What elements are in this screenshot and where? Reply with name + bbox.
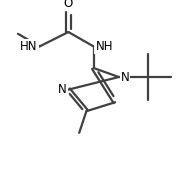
Text: N: N	[121, 70, 129, 84]
Text: HN: HN	[20, 40, 38, 53]
Text: O: O	[64, 0, 73, 10]
Text: NH: NH	[95, 40, 113, 53]
Text: N: N	[58, 83, 67, 96]
